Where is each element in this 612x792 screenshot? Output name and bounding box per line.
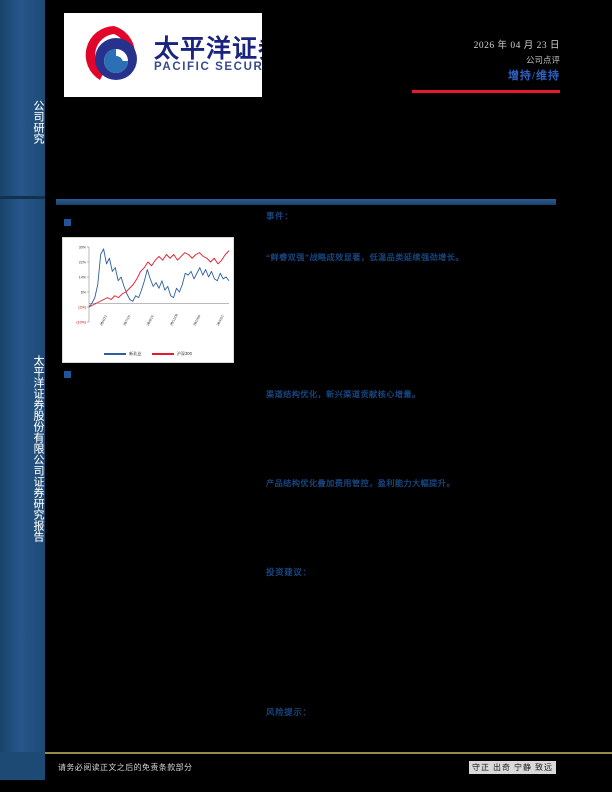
svg-text:30%: 30% [79,246,87,250]
svg-text:(2%): (2%) [78,306,86,310]
summary-point-2: 渠道结构优化，新兴渠道贡献核心增量。 [266,390,421,399]
svg-text:25/9/16: 25/9/16 [146,315,155,327]
relative-performance-chart: 30% 22% 14% 6% (2%) (10%) 25/4/23 25/7/15 25/9/1… [62,237,234,363]
svg-text:14%: 14% [79,276,87,280]
report-date: 2026 年 04 月 23 日 [473,41,560,51]
footer-strip [0,780,612,792]
bullet-marker-2 [64,371,71,378]
risk-warning-heading: 风险提示： [266,707,312,717]
footer-motto: 守正 出奇 宁静 致远 [469,761,556,774]
pacific-securities-spiral-logo [85,26,137,80]
legend-swatch-red [151,352,174,356]
legend-swatch-blue [104,352,127,356]
event-heading: 事件： [266,211,294,221]
header-meta: 2026 年 04 月 23 日 公司点评 增持/维持 [340,40,560,84]
sidebar-top-label: 公司研究 [32,100,44,144]
sidebar-divider [0,196,45,199]
legend-item-0: 新乳业 [104,351,142,357]
company-logo-box: 太平洋证券 PACIFIC SECURITIES [64,13,262,97]
logo-english-name: PACIFIC SECURITIES [154,61,262,73]
left-sidebar: 公司研究 太平洋证券股份有限公司证券研究报告 [0,0,45,792]
investment-advice-heading: 投资建议： [266,567,312,577]
rating-badge: 增持/维持 [507,70,560,82]
svg-text:26/4/23: 26/4/23 [216,315,225,327]
summary-point-3: 产品结构优化叠加费用管控，盈利能力大幅提升。 [266,479,455,488]
section-divider-bar [56,199,556,205]
chart-legend: 新乳业 沪深300 [63,351,233,357]
svg-text:6%: 6% [81,291,87,295]
legend-label-0: 新乳业 [129,351,142,356]
report-type: 公司点评 [525,55,560,65]
footer-rule [45,752,612,754]
sidebar-main-label: 太平洋证券股份有限公司证券研究报告 [32,354,44,542]
svg-text:25/7/15: 25/7/15 [123,315,132,327]
logo-chinese-name: 太平洋证券 [154,35,262,63]
legend-item-1: 沪深300 [151,351,192,357]
svg-text:25/4/23: 25/4/23 [99,315,108,327]
header-red-rule [412,90,560,93]
bullet-marker-1 [64,219,71,226]
footer-disclaimer: 请务必阅读正文之后的免责条款部分 [58,763,193,772]
svg-text:(10%): (10%) [76,321,86,325]
svg-text:26/2/09: 26/2/09 [193,315,202,327]
svg-text:22%: 22% [79,261,87,265]
summary-point-1: “鲜睿双强”战略成效显著，低温品类延续强劲增长。 [266,253,464,262]
legend-label-1: 沪深300 [176,351,192,356]
chart-svg: 30% 22% 14% 6% (2%) (10%) 25/4/23 25/7/15 25/9/1… [76,246,230,327]
svg-text:25/11/08: 25/11/08 [169,313,179,326]
